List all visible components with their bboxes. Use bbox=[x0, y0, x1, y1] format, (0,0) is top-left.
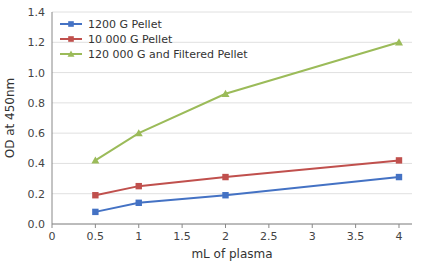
x-tick bbox=[268, 224, 269, 228]
point bbox=[222, 174, 228, 180]
x-tick bbox=[52, 224, 53, 228]
y-axis bbox=[52, 12, 53, 224]
x-tick bbox=[138, 224, 139, 228]
x-tick bbox=[312, 224, 313, 228]
x-tick-label: 4 bbox=[395, 230, 402, 243]
x-tick bbox=[182, 224, 183, 228]
grid-line bbox=[52, 224, 412, 225]
x-tick-label: 2.5 bbox=[260, 230, 278, 243]
point bbox=[396, 174, 402, 180]
y-tick-label: 0.8 bbox=[28, 97, 46, 110]
x-tick-label: 3.5 bbox=[347, 230, 365, 243]
y-tick-label: 0.0 bbox=[28, 218, 46, 231]
chart: 0.0 0.2 0.4 0.6 0.8 1.0 1.2 1.4 0 0.5 1 1.5 2 2.5 3 3.5… bbox=[0, 0, 426, 264]
legend-marker bbox=[68, 21, 74, 27]
x-tick-label: 0 bbox=[49, 230, 56, 243]
x-tick bbox=[225, 224, 226, 228]
y-tick-label: 0.4 bbox=[28, 157, 46, 170]
y-tick-label: 0.2 bbox=[28, 188, 46, 201]
grid-line bbox=[52, 133, 412, 134]
grid-line bbox=[52, 72, 412, 73]
point bbox=[92, 209, 98, 215]
y-axis-label: OD at 450nm bbox=[3, 78, 17, 159]
legend-marker bbox=[68, 36, 74, 42]
grid bbox=[52, 12, 412, 224]
x-tick-label: 1 bbox=[135, 230, 142, 243]
y-tick-label: 0.6 bbox=[28, 127, 46, 140]
x-tick bbox=[398, 224, 399, 228]
series-line bbox=[95, 177, 399, 212]
legend-label: 10 000 G Pellet bbox=[88, 33, 173, 46]
x-tick-label: 3 bbox=[309, 230, 316, 243]
x-tick bbox=[95, 224, 96, 228]
point bbox=[396, 157, 402, 163]
point bbox=[136, 200, 142, 206]
point bbox=[222, 192, 228, 198]
y-tick-label: 1.2 bbox=[28, 36, 46, 49]
x-tick-label: 0.5 bbox=[87, 230, 105, 243]
legend-label: 120 000 G and Filtered Pellet bbox=[88, 48, 248, 61]
x-axis bbox=[52, 224, 412, 225]
x-tick-label: 1.5 bbox=[173, 230, 191, 243]
x-tick bbox=[355, 224, 356, 228]
plot-data bbox=[91, 38, 403, 215]
legend-marker bbox=[68, 51, 75, 57]
y-tick-label: 1.0 bbox=[28, 67, 46, 80]
legend-label: 1200 G Pellet bbox=[88, 18, 162, 31]
grid-line bbox=[52, 12, 412, 13]
point bbox=[135, 129, 143, 136]
series-line bbox=[95, 160, 399, 195]
point bbox=[221, 90, 229, 97]
point bbox=[91, 156, 99, 163]
grid-line bbox=[52, 102, 412, 103]
legend: 1200 G Pellet 10 000 G Pellet 120 000 G an… bbox=[60, 18, 248, 61]
point bbox=[136, 183, 142, 189]
x-tick-label: 2 bbox=[222, 230, 229, 243]
point bbox=[92, 192, 98, 198]
point bbox=[395, 38, 403, 45]
y-tick-label: 1.4 bbox=[28, 6, 46, 19]
x-axis-label: mL of plasma bbox=[191, 247, 272, 261]
